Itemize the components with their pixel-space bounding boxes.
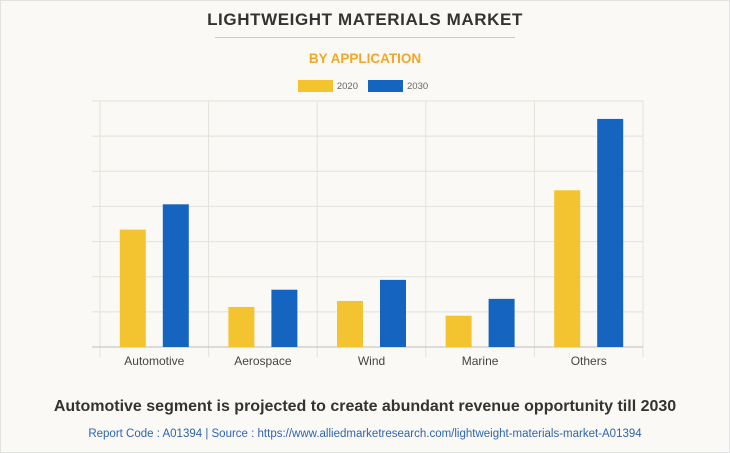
bar-marine-2020 bbox=[445, 315, 472, 347]
chart-subtitle: BY APPLICATION bbox=[308, 51, 422, 66]
title-divider bbox=[215, 37, 515, 38]
legend-item-2020: 2020 bbox=[297, 80, 358, 92]
legend-swatch-2030 bbox=[368, 80, 403, 92]
x-tick-label: Marine bbox=[462, 354, 499, 368]
x-tick-label: Aerospace bbox=[234, 354, 292, 368]
source-line: Report Code : A01394 | Source : https://… bbox=[88, 428, 642, 440]
x-tick-label: Automotive bbox=[124, 354, 184, 368]
bar-automotive-2030 bbox=[162, 204, 189, 347]
legend: 2020 2030 bbox=[0, 80, 730, 92]
bar-wind-2030 bbox=[380, 279, 406, 347]
legend-item-2030: 2030 bbox=[368, 80, 428, 92]
bar-aerospace-2030 bbox=[271, 289, 298, 347]
legend-swatch-2020 bbox=[297, 80, 333, 92]
x-tick-label: Wind bbox=[358, 354, 385, 368]
bar-aerospace-2020 bbox=[228, 306, 255, 347]
bar-automotive-2020 bbox=[119, 229, 146, 347]
x-tick-label: Others bbox=[571, 354, 607, 368]
bar-others-2020 bbox=[554, 190, 581, 347]
bar-marine-2030 bbox=[488, 298, 515, 347]
chart-title: LIGHTWEIGHT MATERIALS MARKET bbox=[207, 10, 523, 29]
chart-headline: Automotive segment is projected to creat… bbox=[53, 398, 677, 415]
bar-wind-2020 bbox=[337, 300, 363, 347]
bar-others-2030 bbox=[597, 118, 624, 348]
legend-label-2020: 2020 bbox=[336, 80, 358, 92]
legend-label-2030: 2030 bbox=[407, 80, 429, 92]
